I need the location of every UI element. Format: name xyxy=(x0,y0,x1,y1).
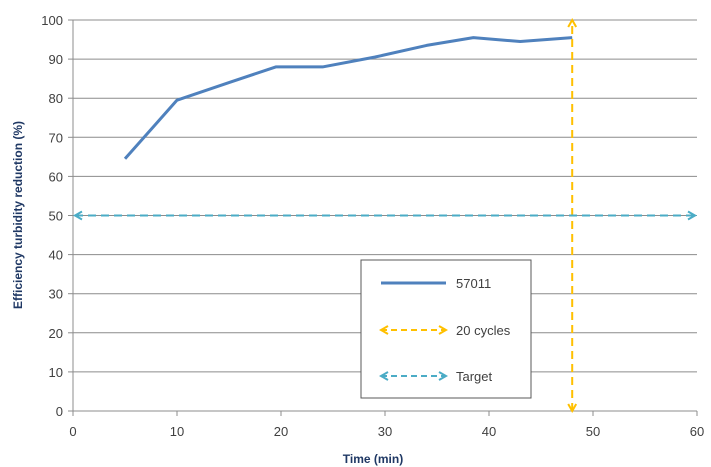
x-axis-title: Time (min) xyxy=(343,452,403,466)
y-tick-label-0: 0 xyxy=(56,404,63,419)
y-tick-label-100: 100 xyxy=(41,13,63,28)
y-tick-label-50: 50 xyxy=(49,209,63,224)
x-tick-label-40: 40 xyxy=(482,424,496,439)
x-tick-labels: 0 10 20 30 40 50 60 xyxy=(69,424,704,439)
legend-label-20-cycles: 20 cycles xyxy=(456,323,511,338)
x-tick-label-20: 20 xyxy=(274,424,288,439)
y-tick-label-30: 30 xyxy=(49,287,63,302)
y-tick-label-80: 80 xyxy=(49,91,63,106)
y-tick-label-60: 60 xyxy=(49,169,63,184)
y-tick-label-40: 40 xyxy=(49,248,63,263)
y-tick-label-20: 20 xyxy=(49,326,63,341)
legend: 57011 20 cycles Target xyxy=(360,259,532,399)
y-tick-label-70: 70 xyxy=(49,130,63,145)
y-axis-title: Efficiency turbidity reduction (%) xyxy=(11,121,25,309)
series xyxy=(75,20,695,411)
y-tick-label-10: 10 xyxy=(49,365,63,380)
series-line-57011 xyxy=(123,36,573,160)
x-tick-label-60: 60 xyxy=(690,424,704,439)
legend-label-57011: 57011 xyxy=(456,276,491,291)
y-tick-label-90: 90 xyxy=(49,52,63,67)
x-tick-label-0: 0 xyxy=(69,424,76,439)
x-tick-label-50: 50 xyxy=(586,424,600,439)
legend-label-target: Target xyxy=(456,369,493,384)
x-tick-label-30: 30 xyxy=(378,424,392,439)
y-tick-labels: 0 10 20 30 40 50 60 70 80 90 100 xyxy=(41,13,63,419)
x-tick-label-10: 10 xyxy=(170,424,184,439)
